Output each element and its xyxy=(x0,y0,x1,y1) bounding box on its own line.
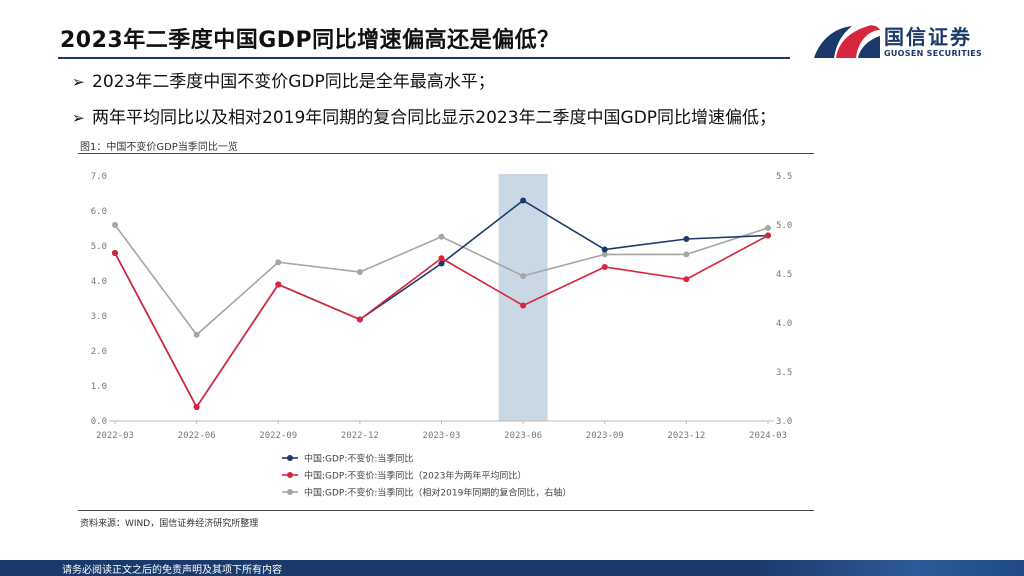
y-left-tick-label: 1.0 xyxy=(91,382,107,392)
footer-bar: 请务必阅读正文之后的免责声明及其项下所有内容 xyxy=(0,560,1024,576)
y-right-tick-label: 4.0 xyxy=(776,319,792,329)
y-right-tick-label: 3.5 xyxy=(776,368,792,378)
data-point xyxy=(193,331,200,338)
footer-disclaimer: 请务必阅读正文之后的免责声明及其项下所有内容 xyxy=(62,565,282,576)
x-tick-label: 2023-09 xyxy=(586,431,624,441)
legend-swatch-marker xyxy=(287,489,293,495)
figure-top-rule xyxy=(78,153,814,154)
data-point xyxy=(520,302,527,309)
legend-swatch-marker xyxy=(287,472,293,478)
data-point xyxy=(601,251,608,258)
data-point xyxy=(765,224,771,231)
logo-icon xyxy=(814,25,880,58)
logo-name-en: GUOSEN SECURITIES xyxy=(884,49,983,58)
figure-bottom-rule xyxy=(78,510,814,511)
data-point xyxy=(356,269,363,276)
bullet-list: ➢ 2023年二季度中国不变价GDP同比是全年最高水平； ➢ 两年平均同比以及相对2… xyxy=(72,70,776,142)
bullet-text: 两年平均同比以及相对2019年同期的复合同比显示2023年二季度中国GDP同比增… xyxy=(92,108,777,128)
x-tick-label: 2023-06 xyxy=(504,431,542,441)
footer-accent xyxy=(754,560,1024,576)
data-point xyxy=(438,255,445,262)
data-point xyxy=(112,250,118,256)
y-left-tick-label: 7.0 xyxy=(91,172,107,182)
data-point xyxy=(520,272,527,279)
y-right-tick-label: 3.0 xyxy=(776,417,792,427)
logo-name-cn: 国信证券 xyxy=(884,25,972,49)
y-left-tick-label: 5.0 xyxy=(91,242,107,252)
x-tick-label: 2024-03 xyxy=(749,431,787,441)
figure-caption: 图1：中国不变价GDP当季同比一览 xyxy=(80,142,238,153)
company-logo: 国信证券 GUOSEN SECURITIES xyxy=(812,18,992,64)
data-point xyxy=(765,232,771,239)
y-right-tick-label: 5.5 xyxy=(776,172,792,182)
legend-entry: 中国:GDP:不变价:当季同比（2023年为两年平均同比） xyxy=(304,470,526,482)
bullet-item: ➢ 两年平均同比以及相对2019年同期的复合同比显示2023年二季度中国GDP同比… xyxy=(72,106,776,142)
data-point xyxy=(683,251,690,258)
x-tick-label: 2022-06 xyxy=(178,431,216,441)
legend-entry: 中国:GDP:不变价:当季同比 xyxy=(304,453,413,465)
y-right-tick-label: 4.5 xyxy=(776,270,792,280)
x-tick-label: 2022-12 xyxy=(341,431,379,441)
series-line xyxy=(114,199,769,409)
x-tick-label: 2022-09 xyxy=(259,431,297,441)
data-point xyxy=(601,246,608,253)
title-divider xyxy=(58,57,790,59)
y-left-tick-label: 3.0 xyxy=(91,312,107,322)
data-point xyxy=(520,197,527,204)
y-right-tick-label: 5.0 xyxy=(776,221,792,231)
figure-source: 资料来源：WIND，国信证券经济研究所整理 xyxy=(80,519,259,529)
data-point xyxy=(438,260,445,267)
data-point xyxy=(275,281,282,288)
y-left-tick-label: 4.0 xyxy=(91,277,107,287)
data-point xyxy=(356,316,363,323)
arrow-bullet-icon: ➢ xyxy=(72,109,85,127)
x-tick-label: 2023-12 xyxy=(667,431,705,441)
data-point xyxy=(112,222,118,228)
y-left-tick-label: 2.0 xyxy=(91,347,107,357)
bullet-item: ➢ 2023年二季度中国不变价GDP同比是全年最高水平； xyxy=(72,70,776,106)
data-point xyxy=(601,264,608,270)
page-title: 2023年二季度中国GDP同比增速偏高还是偏低？ xyxy=(60,28,560,53)
y-left-tick-label: 6.0 xyxy=(91,207,107,217)
data-point xyxy=(683,236,690,242)
data-point xyxy=(683,276,690,283)
data-point xyxy=(275,259,282,266)
bullet-text: 2023年二季度中国不变价GDP同比是全年最高水平； xyxy=(92,72,495,92)
x-tick-label: 2022-03 xyxy=(96,431,134,441)
data-point xyxy=(193,404,200,410)
data-point xyxy=(438,233,445,240)
y-left-tick-label: 0.0 xyxy=(91,417,107,427)
legend-swatch-marker xyxy=(287,455,293,461)
x-tick-label: 2023-03 xyxy=(423,431,461,441)
arrow-bullet-icon: ➢ xyxy=(72,73,85,91)
legend-entry: 中国:GDP:不变价:当季同比（相对2019年同期的复合同比，右轴） xyxy=(304,487,571,499)
